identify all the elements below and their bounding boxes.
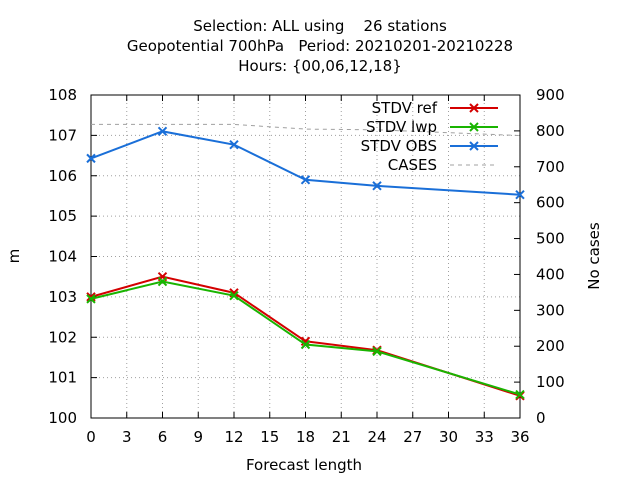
y2-tick-label: 500 bbox=[536, 230, 565, 248]
x-tick-label: 15 bbox=[260, 428, 279, 446]
series-layer bbox=[86, 123, 525, 401]
y2-tick-label: 200 bbox=[536, 337, 565, 355]
series-line-stdv-obs bbox=[90, 130, 521, 196]
y2-tick-label: 400 bbox=[536, 265, 565, 283]
legend-label-cases: CASES bbox=[388, 156, 437, 174]
x-tick-label: 21 bbox=[332, 428, 351, 446]
y2-tick-label: 0 bbox=[536, 409, 546, 427]
data-point-stdv-lwp bbox=[229, 290, 239, 301]
x-tick-label: 3 bbox=[122, 428, 132, 446]
x-tick-label: 0 bbox=[86, 428, 96, 446]
y2-tick-label: 700 bbox=[536, 158, 565, 176]
data-point-stdv-lwp bbox=[515, 389, 525, 400]
x-tick-label: 12 bbox=[224, 428, 243, 446]
data-point-stdv-lwp bbox=[300, 339, 311, 350]
series-line-cases bbox=[91, 123, 521, 137]
y-tick-label: 104 bbox=[48, 248, 77, 266]
x-tick-label: 36 bbox=[510, 428, 529, 446]
y-tick-label: 106 bbox=[48, 167, 77, 185]
x-tick-label: 27 bbox=[403, 428, 422, 446]
data-point-stdv-obs bbox=[86, 153, 96, 164]
legend-label-stdv-obs: STDV OBS bbox=[361, 137, 437, 155]
data-point-stdv-lwp bbox=[86, 294, 96, 304]
legend-marker-stdv-lwp bbox=[469, 122, 479, 132]
y-tick-label: 101 bbox=[48, 369, 77, 387]
axis-ticks: 0 3 6 9 12 15 18 21 24 27 30 33 36100101102103104105… bbox=[48, 86, 564, 446]
data-point-stdv-obs bbox=[157, 126, 168, 137]
data-point-stdv-obs bbox=[515, 190, 525, 200]
chart-title-line-2: Geopotential 700hPa Period: 20210201-202… bbox=[126, 37, 514, 55]
y2-tick-label: 900 bbox=[536, 86, 565, 104]
y2-axis-label: No cases bbox=[585, 222, 603, 290]
y-tick-label: 102 bbox=[48, 328, 77, 346]
chart-title-line-1: Selection: ALL using 26 stations bbox=[193, 17, 447, 35]
legend-label-stdv-lwp: STDV lwp bbox=[366, 118, 437, 136]
x-tick-label: 18 bbox=[296, 428, 315, 446]
series-line-stdv-lwp bbox=[90, 280, 521, 396]
x-tick-label: 30 bbox=[439, 428, 458, 446]
data-point-stdv-ref bbox=[86, 292, 96, 302]
y-axis-label: m bbox=[5, 249, 23, 264]
x-axis-label: Forecast length bbox=[246, 456, 362, 474]
y-tick-label: 108 bbox=[48, 86, 77, 104]
data-point-stdv-lwp bbox=[157, 276, 168, 287]
y-tick-label: 100 bbox=[48, 409, 77, 427]
legend-label-stdv-ref: STDV ref bbox=[372, 99, 438, 117]
data-point-stdv-obs bbox=[300, 175, 311, 185]
legend-marker-stdv-ref bbox=[469, 103, 479, 113]
y-tick-label: 107 bbox=[48, 126, 77, 144]
x-tick-label: 6 bbox=[158, 428, 168, 446]
y2-tick-label: 600 bbox=[536, 194, 565, 212]
y-tick-label: 103 bbox=[48, 288, 77, 306]
grid-lines bbox=[91, 95, 520, 418]
data-point-stdv-obs bbox=[372, 181, 382, 191]
x-tick-label: 33 bbox=[475, 428, 494, 446]
x-tick-label: 24 bbox=[367, 428, 386, 446]
x-tick-label: 9 bbox=[193, 428, 203, 446]
data-point-stdv-lwp bbox=[372, 346, 382, 357]
data-point-stdv-obs bbox=[229, 139, 239, 150]
y2-tick-label: 300 bbox=[536, 301, 565, 319]
legend-marker-stdv-obs bbox=[469, 141, 479, 151]
y2-tick-label: 100 bbox=[536, 373, 565, 391]
y2-tick-label: 800 bbox=[536, 122, 565, 140]
y-tick-label: 105 bbox=[48, 207, 77, 225]
chart-title-line-3: Hours: {00,06,12,18} bbox=[238, 57, 402, 75]
